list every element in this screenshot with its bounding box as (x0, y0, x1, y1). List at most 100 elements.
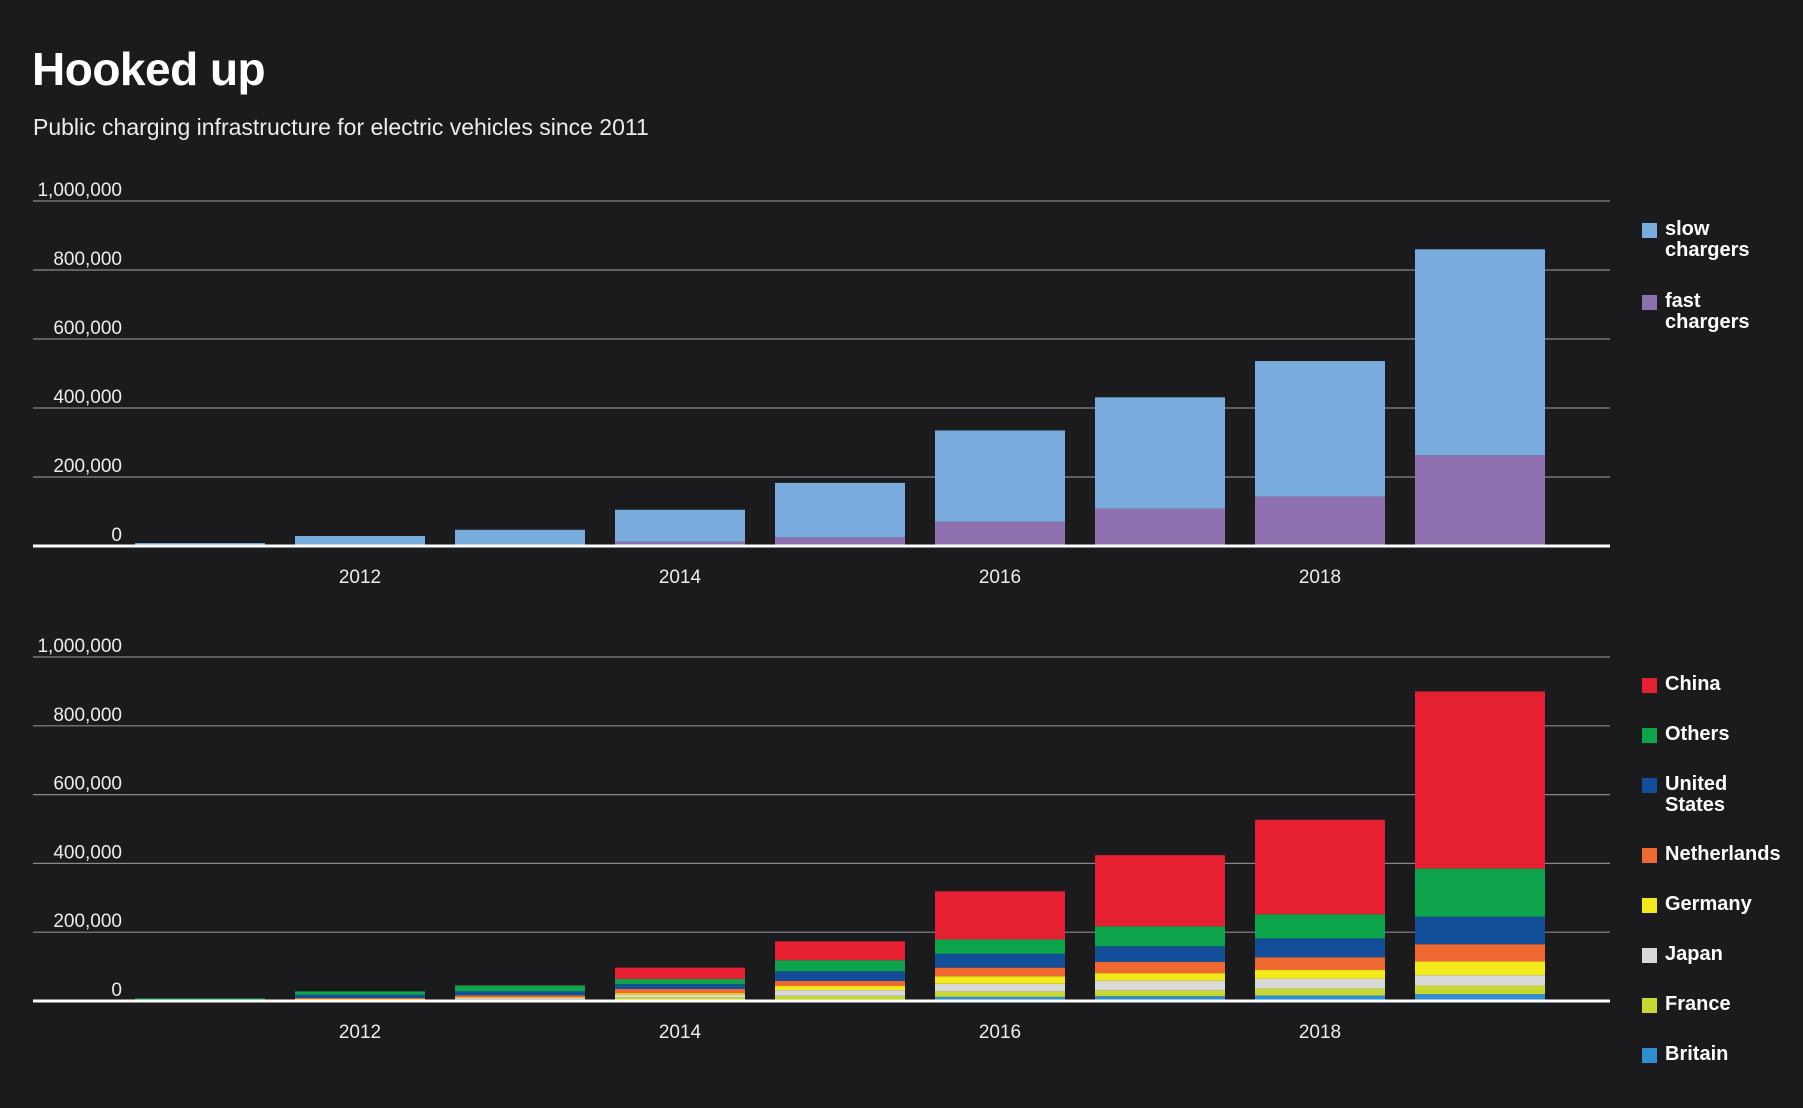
bar-segment (295, 994, 425, 998)
bar-segment (135, 998, 265, 1000)
legend-item: fast chargers (1642, 290, 1750, 333)
bar-segment (935, 967, 1065, 977)
bar-segment (775, 986, 905, 991)
bar-segment (1255, 819, 1385, 915)
bar-segment (935, 996, 1065, 1001)
legend-item: China (1642, 673, 1721, 695)
legend-item: slow chargers (1642, 218, 1750, 261)
bar-segment (775, 482, 905, 538)
bar-segment (1415, 994, 1545, 1001)
x-tick-label: 2016 (979, 1022, 1021, 1043)
y-tick-label: 600,000 (53, 774, 122, 795)
bar-segment (1095, 926, 1225, 947)
legend-item: Germany (1642, 893, 1753, 915)
y-tick-label: 0 (111, 525, 122, 546)
bar-segment (1415, 944, 1545, 962)
bar-segment (775, 990, 905, 996)
bar-segment (455, 529, 585, 545)
legend-swatch (1642, 948, 1657, 963)
legend-item: Others (1642, 723, 1729, 745)
bar-segment (455, 998, 585, 1000)
chart-panel-2: 0 200,000 400,000 600,000 800,000 1,000,000 20… (33, 636, 1781, 1065)
bar-segment (1255, 978, 1385, 989)
bar-segment (1415, 975, 1545, 986)
legend-swatch (1642, 848, 1657, 863)
y-tick-label: 200,000 (53, 911, 122, 932)
bar-segment (1095, 961, 1225, 974)
y-tick-label: 1,000,000 (37, 636, 122, 657)
y-tick-label: 1,000,000 (37, 180, 122, 201)
x-tick-label: 2018 (1299, 1022, 1341, 1043)
y-tick-label: 400,000 (53, 387, 122, 408)
legend-label: France (1665, 993, 1731, 1015)
x-tick-label: 2016 (979, 567, 1021, 588)
bar-segment (935, 430, 1065, 522)
bar-segment (615, 984, 745, 989)
bar-segment (1415, 249, 1545, 456)
bar-segment (1095, 980, 1225, 991)
bar-segment (615, 967, 745, 979)
bar-segment (1255, 970, 1385, 979)
bar-segment (455, 991, 585, 996)
x-tick-label: 2012 (339, 567, 381, 588)
legend-swatch (1642, 678, 1657, 693)
y-tick-label: 200,000 (53, 456, 122, 477)
bar-segment (1095, 973, 1225, 981)
bar-segment (615, 988, 745, 994)
bar-segment (775, 995, 905, 1000)
bar-segment (295, 997, 425, 999)
legend-swatch (1642, 1048, 1657, 1063)
x-tick-label: 2018 (1299, 567, 1341, 588)
legend-item: Netherlands (1642, 843, 1781, 865)
legend-item: United States (1642, 773, 1727, 816)
legend-label: Germany (1665, 893, 1753, 915)
bar-segment (1255, 496, 1385, 546)
x-tick-label: 2014 (659, 567, 702, 588)
legend-label: Others (1665, 723, 1729, 745)
y-tick-label: 0 (111, 980, 122, 1001)
bar-segment (615, 994, 745, 998)
bar-segment (935, 521, 1065, 546)
bar-segment (1095, 855, 1225, 927)
chart-panel-1: 0 200,000 400,000 600,000 800,000 1,000,000 20… (33, 180, 1750, 588)
legend-swatch (1642, 295, 1657, 310)
bar-segment (615, 509, 745, 542)
bar-segment (1415, 691, 1545, 869)
bar-segment (1255, 938, 1385, 958)
bar-segment (935, 991, 1065, 997)
legend-swatch (1642, 223, 1657, 238)
bar-segment (1255, 988, 1385, 996)
bar-segment (1095, 508, 1225, 546)
bar-segment (935, 891, 1065, 940)
legend-item: Japan (1642, 943, 1723, 965)
bar-segment (455, 997, 585, 999)
bar-segment (1255, 914, 1385, 939)
bar-segment (1415, 455, 1545, 546)
bar-segment (615, 997, 745, 1000)
bar-segment (1255, 361, 1385, 497)
bar-segment (1095, 397, 1225, 509)
bar-segment (1255, 995, 1385, 1001)
bar-segment (1095, 990, 1225, 997)
bar-segment (1415, 916, 1545, 945)
legend-label: Britain (1665, 1043, 1728, 1065)
legend-label: China (1665, 673, 1721, 695)
bar-segment (615, 978, 745, 985)
bar-segment (1415, 868, 1545, 917)
bar-segment (295, 535, 425, 546)
bar-segment (935, 976, 1065, 984)
bar-segment (935, 939, 1065, 954)
bar-segment (775, 537, 905, 546)
bar-segment (1095, 946, 1225, 962)
bar-segment (935, 983, 1065, 992)
y-tick-label: 400,000 (53, 842, 122, 863)
bar-segment (1095, 996, 1225, 1001)
x-tick-label: 2014 (659, 1022, 702, 1043)
bar-segment (775, 941, 905, 961)
legend-item: Britain (1642, 1043, 1728, 1065)
legend-label: Netherlands (1665, 843, 1781, 865)
x-tick-label: 2012 (339, 1022, 381, 1043)
bar-segment (615, 993, 745, 995)
y-tick-label: 600,000 (53, 318, 122, 339)
bar-segment (775, 971, 905, 981)
